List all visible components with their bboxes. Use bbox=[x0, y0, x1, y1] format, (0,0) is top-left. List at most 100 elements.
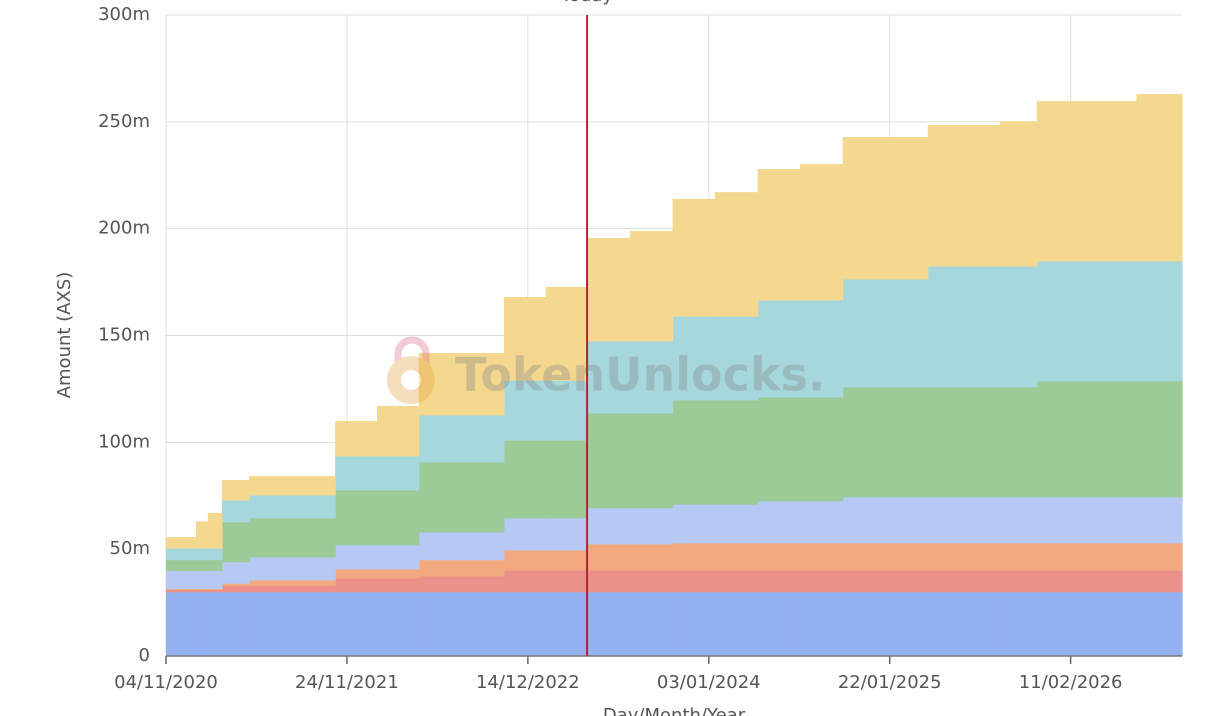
area-step bbox=[545, 570, 588, 593]
area-step bbox=[842, 591, 929, 657]
area-step bbox=[629, 570, 674, 593]
area-step bbox=[1136, 261, 1183, 382]
area-step bbox=[672, 400, 716, 505]
area-step bbox=[629, 591, 674, 657]
area-step bbox=[545, 380, 588, 441]
area-step bbox=[418, 461, 505, 533]
area-step bbox=[335, 489, 378, 546]
area-step bbox=[377, 578, 420, 593]
area-step bbox=[587, 544, 631, 571]
area-step bbox=[221, 561, 250, 584]
area-step bbox=[842, 570, 929, 593]
area-step bbox=[587, 341, 631, 414]
area-step bbox=[545, 440, 588, 519]
area-step bbox=[927, 125, 1001, 267]
x-axis-title: Day/Month/Year bbox=[603, 705, 746, 716]
area-step bbox=[629, 544, 674, 571]
area-step bbox=[377, 544, 420, 570]
area-step bbox=[842, 137, 929, 280]
x-tick-label: 24/11/2021 bbox=[295, 672, 399, 693]
area-step bbox=[757, 397, 801, 502]
area-step bbox=[418, 576, 505, 593]
area-step bbox=[249, 495, 336, 519]
area-step bbox=[418, 559, 505, 577]
area-step bbox=[207, 591, 223, 657]
area-step bbox=[1036, 381, 1138, 498]
area-step bbox=[335, 544, 378, 570]
area-step bbox=[587, 507, 631, 545]
area-step bbox=[418, 532, 505, 561]
area-step bbox=[629, 507, 674, 545]
area-step bbox=[757, 169, 801, 301]
x-tick-label: 04/11/2020 bbox=[114, 672, 218, 693]
area-step bbox=[166, 588, 197, 591]
watermark-icon bbox=[394, 336, 430, 368]
area-step bbox=[196, 548, 209, 561]
area-step bbox=[757, 300, 801, 398]
area-step bbox=[221, 522, 250, 563]
area-step bbox=[999, 570, 1038, 593]
area-step bbox=[221, 479, 250, 501]
area-step bbox=[999, 266, 1038, 388]
watermark-icon bbox=[387, 356, 435, 404]
watermark-text: TokenUnlocks. bbox=[455, 348, 825, 402]
x-tick-label: 03/01/2024 bbox=[657, 672, 761, 693]
area-step bbox=[927, 570, 1001, 593]
y-tick-label: 150m bbox=[98, 325, 150, 346]
area-step bbox=[503, 517, 547, 551]
area-step bbox=[799, 164, 844, 301]
area-step bbox=[799, 501, 844, 544]
y-tick-label: 100m bbox=[98, 431, 150, 452]
y-tick-label: 200m bbox=[98, 218, 150, 239]
area-step bbox=[1036, 591, 1138, 657]
area-step bbox=[196, 521, 209, 549]
area-step bbox=[842, 497, 929, 544]
area-step bbox=[1136, 381, 1183, 498]
area-step bbox=[207, 589, 223, 593]
area-step bbox=[249, 476, 336, 496]
area-step bbox=[672, 504, 716, 544]
area-step bbox=[207, 512, 223, 549]
area-step bbox=[196, 589, 209, 593]
area-step bbox=[545, 591, 588, 657]
area-step bbox=[207, 570, 223, 590]
area-step bbox=[221, 583, 250, 587]
area-step bbox=[503, 591, 547, 657]
area-step bbox=[249, 517, 336, 558]
area-step bbox=[799, 542, 844, 571]
y-tick-label: 250m bbox=[98, 111, 150, 132]
area-step bbox=[999, 121, 1038, 267]
x-tick-label: 11/02/2026 bbox=[1019, 672, 1123, 693]
area-step bbox=[249, 579, 336, 586]
area-step bbox=[587, 238, 631, 342]
area-step bbox=[418, 353, 505, 416]
area-step bbox=[377, 406, 420, 457]
area-step bbox=[927, 591, 1001, 657]
area-step bbox=[196, 591, 209, 657]
area-step bbox=[999, 386, 1038, 498]
y-tick-label: 50m bbox=[110, 538, 150, 559]
area-step bbox=[221, 591, 250, 657]
area-step bbox=[418, 414, 505, 463]
area-step bbox=[629, 341, 674, 414]
area-step bbox=[672, 198, 716, 317]
area-step bbox=[166, 559, 197, 571]
area-step bbox=[714, 542, 759, 571]
area-step bbox=[757, 542, 801, 571]
area-step bbox=[999, 542, 1038, 571]
area-step bbox=[714, 192, 759, 317]
area-step bbox=[377, 489, 420, 546]
area-step bbox=[166, 548, 197, 561]
area-step bbox=[1136, 570, 1183, 593]
area-step bbox=[249, 585, 336, 593]
area-step bbox=[335, 591, 378, 657]
area-step bbox=[545, 550, 588, 571]
area-step bbox=[672, 570, 716, 593]
area-step bbox=[166, 536, 197, 549]
area-step bbox=[629, 413, 674, 509]
area-step bbox=[1036, 101, 1138, 262]
y-tick-label: 300m bbox=[98, 4, 150, 25]
area-step bbox=[1136, 94, 1183, 262]
area-step bbox=[545, 286, 588, 381]
